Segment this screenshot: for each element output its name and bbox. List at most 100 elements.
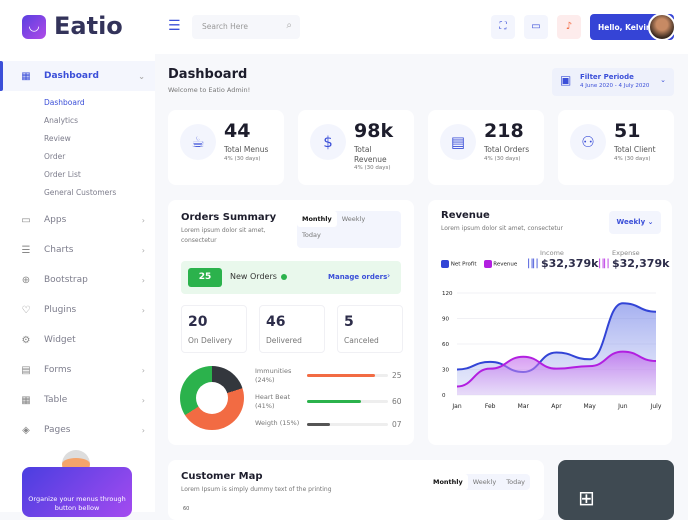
- stat-value: 51: [614, 120, 641, 142]
- search-input[interactable]: Search Here ⌕: [192, 15, 300, 39]
- sidebar-subitem[interactable]: Order List: [44, 170, 81, 179]
- new-orders-count: 25: [188, 268, 222, 287]
- status-dot: [281, 274, 287, 280]
- stat-delta: 4% (30 days): [484, 156, 521, 162]
- sidebar-subitem[interactable]: Dashboard: [44, 98, 85, 107]
- chevron-right-icon: ›: [141, 395, 145, 405]
- sidebar-item-table[interactable]: ▦ Table ›: [20, 390, 145, 410]
- expense-label: Expense: [612, 249, 640, 257]
- label: Dashboard: [44, 71, 99, 81]
- order-stat-value: 46: [266, 314, 286, 330]
- legend: Net Profit Revenue: [441, 260, 517, 268]
- tab-weekly[interactable]: Weekly: [341, 215, 366, 223]
- tab-today[interactable]: Today: [302, 231, 321, 239]
- chevron-right-icon[interactable]: ›: [387, 271, 391, 280]
- menu-toggle-icon[interactable]: ☰: [168, 18, 181, 34]
- sidebar-item-charts[interactable]: ☰ Charts ›: [20, 240, 145, 260]
- tab-monthly[interactable]: Monthly: [428, 474, 468, 490]
- x-tick-label: Apr: [551, 403, 562, 410]
- sidebar-item-dashboard[interactable]: [0, 61, 155, 91]
- progress-track: [307, 374, 388, 377]
- sidebar-item-dashboard-label[interactable]: ▦ Dashboard ⌄: [20, 66, 145, 86]
- filter-period-dropdown[interactable]: ▣ Filter Periode 4 June 2020 - 4 July 20…: [552, 68, 674, 96]
- y-tick: 60: [183, 506, 190, 512]
- sidebar-item-forms[interactable]: ▤ Forms ›: [20, 360, 145, 380]
- sidebar-subitem[interactable]: Analytics: [44, 116, 79, 125]
- stat-delta: 4% (30 days): [224, 156, 261, 162]
- apps-card: ⊞: [558, 460, 674, 520]
- dollar-icon: $: [310, 124, 346, 160]
- filter-label: Filter Periode: [580, 73, 634, 81]
- dashboard-icon: ▦: [21, 70, 31, 82]
- promo-card: Organize your menus through button bello…: [22, 467, 132, 517]
- bar-label: Immunities (24%): [255, 367, 292, 384]
- sidebar-item-plugins[interactable]: ♡ Plugins ›: [20, 300, 145, 320]
- monitor-icon: ▭: [21, 214, 31, 226]
- bell-icon[interactable]: ♪: [557, 15, 581, 39]
- order-stat-label: Delivered: [266, 336, 302, 345]
- order-stat-value: 20: [188, 314, 208, 330]
- progress-track: [307, 423, 388, 426]
- sidebar-subitem[interactable]: General Customers: [44, 188, 117, 197]
- logo-icon: ◡: [22, 15, 46, 39]
- y-tick-label: 60: [442, 342, 449, 348]
- tab-monthly[interactable]: Monthly: [297, 211, 337, 227]
- search-icon[interactable]: ⌕: [286, 20, 292, 31]
- revenue-chart: 0 30 60 90 120 Jan Feb Mar Apr May Jun July: [442, 291, 662, 410]
- customer-map-card: [168, 460, 544, 520]
- sidebar-item-pages[interactable]: ◈ Pages ›: [20, 420, 145, 440]
- order-stat-value: 5: [344, 314, 354, 330]
- sidebar-subitem[interactable]: Review: [44, 134, 71, 143]
- period-label: Weekly: [616, 218, 646, 226]
- stat-value: 98k: [354, 120, 394, 142]
- apps-grid-icon[interactable]: ⊞: [578, 486, 595, 510]
- x-tick-label: Jun: [617, 403, 628, 410]
- line-revenue: [456, 350, 657, 388]
- stat-card: ▤ 218 Total Orders 4% (30 days): [428, 110, 544, 185]
- new-orders-label: New Orders: [230, 272, 277, 281]
- chat-icon[interactable]: ▭: [524, 15, 548, 39]
- tab-weekly[interactable]: Weekly: [472, 478, 497, 486]
- order-stat-box: 46 Delivered: [259, 305, 325, 353]
- donut-hole: [196, 382, 228, 414]
- stat-delta: 4% (30 days): [354, 165, 391, 171]
- users-icon: ⚇: [570, 124, 606, 160]
- stat-label: Total Menus: [224, 145, 269, 154]
- bar-value: 07: [392, 420, 402, 429]
- stat-value: 218: [484, 120, 524, 142]
- layers-icon: ◈: [22, 424, 30, 436]
- manage-orders-link[interactable]: Manage orders: [328, 273, 388, 281]
- label: Bootstrap: [44, 275, 88, 285]
- sidebar-item-apps[interactable]: ▭ Apps ›: [20, 210, 145, 230]
- chevron-right-icon: ›: [141, 365, 145, 375]
- globe-icon: ⊕: [21, 274, 31, 286]
- active-indicator: [0, 61, 3, 91]
- legend-swatch-revenue: [483, 260, 492, 268]
- fullscreen-icon[interactable]: ⛶: [491, 15, 515, 39]
- revenue-desc: Lorem ipsum dolor sit amet, consectetur: [441, 225, 564, 232]
- customer-map-title: Customer Map: [181, 471, 263, 482]
- sidebar-item-widget[interactable]: ⚙ Widget: [20, 330, 145, 350]
- label: Widget: [44, 335, 76, 345]
- greeting: Hello, Kelvin: [598, 23, 652, 32]
- progress-fill: [307, 400, 362, 403]
- avatar[interactable]: [648, 13, 676, 41]
- revenue-title: Revenue: [441, 210, 490, 221]
- progress-fill: [307, 374, 376, 377]
- label: Forms: [44, 365, 72, 375]
- y-tick-label: 90: [442, 317, 449, 323]
- tab-today[interactable]: Today: [506, 478, 526, 486]
- orders-title: Orders Summary: [181, 212, 277, 223]
- bar-label: Weigth (15%): [255, 419, 300, 427]
- y-tick-label: 120: [442, 291, 453, 297]
- x-tick-label: Feb: [485, 403, 496, 410]
- period-dropdown[interactable]: Weekly ⌄: [609, 211, 661, 234]
- cup-icon: ☕: [180, 124, 216, 160]
- sliders-icon: ☰: [21, 244, 31, 256]
- bar-label: Heart Beat (41%): [255, 393, 291, 410]
- x-tick-label: May: [583, 403, 596, 410]
- orders-desc: Lorem ipsum dolor sit amet, consectetur: [181, 227, 266, 244]
- sidebar-item-bootstrap[interactable]: ⊕ Bootstrap ›: [20, 270, 145, 290]
- sidebar-subitem[interactable]: Order: [44, 152, 66, 161]
- stat-label: Total Client: [614, 145, 656, 154]
